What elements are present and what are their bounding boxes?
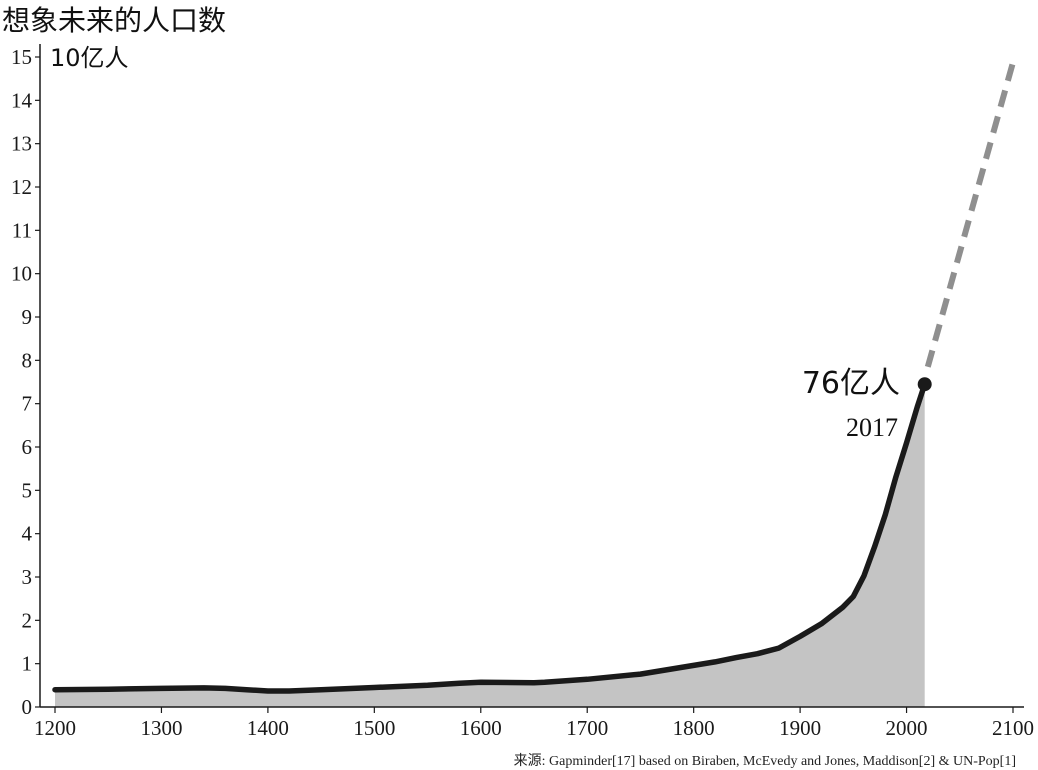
y-tick-label: 7 [22, 392, 33, 416]
y-tick-label: 11 [12, 218, 32, 242]
y-tick-label: 15 [11, 45, 32, 69]
highlight-value-label: 76亿人 [802, 366, 900, 401]
y-tick-label: 1 [22, 652, 33, 676]
x-tick-label: 1800 [673, 716, 715, 740]
y-tick-label: 14 [11, 88, 33, 112]
highlight-point-2017 [918, 377, 932, 391]
x-tick-label: 1300 [140, 716, 182, 740]
y-tick-label: 0 [22, 695, 33, 719]
x-tick-label: 2100 [992, 716, 1034, 740]
population-area-fill [55, 384, 925, 707]
y-tick-label: 10 [11, 262, 32, 286]
y-tick-label: 6 [22, 435, 33, 459]
chart-title: 想象未来的人口数 [2, 4, 226, 37]
population-projection-line [928, 55, 1015, 367]
x-axis-ticks: 1200 1300 1400 1500 1600 1700 1800 1900 2000 2100 [34, 707, 1034, 740]
x-tick-label: 1900 [779, 716, 821, 740]
y-tick-label: 12 [11, 175, 32, 199]
x-tick-label: 1600 [460, 716, 502, 740]
y-tick-label: 2 [22, 608, 33, 632]
highlight-year-label: 2017 [846, 413, 898, 442]
source-note: 来源: Gapminder[17] based on Biraben, McEv… [514, 753, 1016, 769]
x-tick-label: 1700 [566, 716, 608, 740]
y-axis-unit-label: 10亿人 [50, 44, 129, 72]
x-tick-label: 1500 [353, 716, 395, 740]
y-tick-label: 4 [22, 522, 33, 546]
x-tick-label: 2000 [886, 716, 928, 740]
x-tick-label: 1400 [247, 716, 289, 740]
y-tick-label: 9 [22, 305, 33, 329]
y-tick-label: 3 [22, 565, 33, 589]
y-tick-label: 5 [22, 478, 33, 502]
y-tick-label: 13 [11, 132, 32, 156]
y-tick-label: 8 [22, 348, 33, 372]
x-tick-label: 1200 [34, 716, 76, 740]
